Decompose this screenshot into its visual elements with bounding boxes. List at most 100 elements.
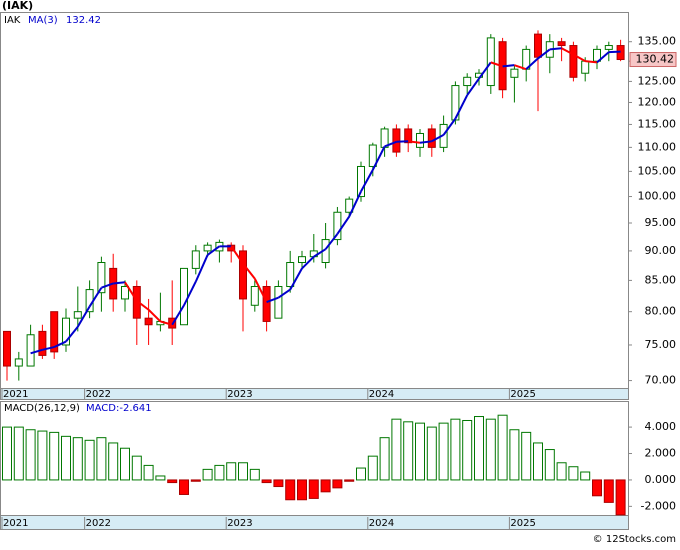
macd-bar — [50, 432, 59, 480]
x-tick-label: 2025 — [510, 389, 535, 400]
x-tick-label: 2022 — [86, 389, 111, 400]
macd-bar — [380, 438, 389, 480]
ma-line — [550, 48, 562, 49]
macd-bar — [545, 450, 554, 480]
y-tick-label: 0.000 — [645, 473, 677, 486]
y-tick-label: 105.00 — [638, 164, 677, 177]
candle-body — [417, 133, 424, 147]
y-tick-label: -2.000 — [641, 499, 676, 512]
macd-bar — [416, 423, 425, 480]
y-tick-label: 125.00 — [638, 74, 677, 87]
candle-body — [393, 129, 400, 152]
x-tick-label: 2021 — [3, 518, 28, 529]
macd-title: MACD(26,12,9) — [4, 403, 80, 414]
macd-bar — [97, 438, 106, 480]
candle-body — [299, 257, 306, 263]
y-tick-label: 110.00 — [638, 140, 677, 153]
macd-bar — [298, 480, 307, 500]
macd-bar — [510, 430, 519, 480]
macd-bar — [14, 427, 23, 480]
macd-bar — [227, 463, 236, 480]
macd-bar — [180, 480, 189, 495]
ma-line — [408, 141, 420, 142]
y-tick-label: 115.00 — [638, 117, 677, 130]
macd-bar — [522, 432, 531, 480]
macd-bar — [85, 440, 94, 480]
macd-bar — [191, 480, 200, 481]
candle-body — [605, 46, 612, 50]
candle-body — [428, 129, 435, 147]
candle-body — [582, 61, 589, 73]
candle-body — [275, 287, 282, 319]
macd-bar — [286, 480, 295, 500]
candle-body — [535, 34, 542, 57]
macd-bar — [333, 480, 342, 488]
legend-symbol: IAK — [4, 15, 21, 26]
y-tick-label: 135.00 — [638, 35, 677, 48]
candle-body — [263, 287, 270, 322]
macd-bar — [345, 480, 354, 481]
macd-bar — [309, 480, 318, 498]
macd-bar — [38, 431, 47, 480]
macd-bar — [581, 472, 590, 480]
candle-body — [122, 287, 129, 299]
macd-bar — [109, 443, 118, 480]
candle-body — [145, 318, 152, 325]
ma-line — [420, 141, 432, 142]
macd-bar — [392, 419, 401, 480]
macd-bar — [156, 476, 165, 480]
macd-bar — [274, 480, 283, 487]
macd-bar — [215, 465, 224, 480]
macd-bar — [404, 422, 413, 480]
x-tick-label: 2025 — [510, 518, 535, 529]
macd-bar — [62, 436, 71, 480]
legend-ma-value: 132.42 — [66, 15, 101, 26]
candle-body — [181, 268, 188, 324]
candle-body — [487, 38, 494, 86]
x-tick-label: 2021 — [3, 389, 28, 400]
y-tick-label: 2.000 — [645, 447, 677, 460]
y-tick-label: 4.000 — [645, 420, 677, 433]
macd-bar — [132, 456, 141, 480]
candle-body — [251, 287, 258, 306]
macd-bar — [616, 480, 625, 515]
candle-body — [464, 77, 471, 85]
x-tick-label: 2024 — [369, 518, 394, 529]
y-tick-label: 70.00 — [645, 374, 677, 387]
candle-body — [74, 312, 81, 318]
y-tick-label: 75.00 — [645, 338, 677, 351]
candle-body — [27, 335, 34, 366]
y-tick-label: 85.00 — [645, 273, 677, 286]
macd-bar — [534, 443, 543, 480]
macd-bar — [475, 417, 484, 480]
candle-body — [204, 245, 211, 251]
macd-bar — [463, 420, 472, 479]
y-tick-label: 120.00 — [638, 95, 677, 108]
legend-ma: MA(3) — [28, 15, 58, 26]
macd-bar — [26, 430, 35, 480]
candle-body — [15, 359, 22, 366]
candle-body — [39, 331, 46, 355]
macd-bar — [604, 480, 613, 502]
macd-bar — [593, 480, 602, 496]
macd-bar — [486, 419, 495, 480]
candle-body — [511, 69, 518, 77]
candle-body — [240, 251, 247, 299]
macd-bar — [144, 465, 153, 480]
macd-bar — [121, 448, 130, 480]
y-tick-label: 80.00 — [645, 305, 677, 318]
macd-bar — [368, 456, 377, 480]
x-tick-label: 2024 — [369, 389, 394, 400]
macd-bar — [569, 467, 578, 480]
chart-title: (IAK) — [2, 0, 33, 12]
macd-bar — [427, 427, 436, 480]
footer: © 12Stocks.com — [593, 534, 676, 545]
macd-bar — [439, 423, 448, 480]
macd-bar — [557, 463, 566, 480]
candle-body — [558, 42, 565, 46]
macd-bar — [203, 469, 212, 480]
ma-line — [503, 65, 515, 66]
macd-bar — [357, 468, 366, 480]
x-tick-label: 2023 — [227, 389, 252, 400]
